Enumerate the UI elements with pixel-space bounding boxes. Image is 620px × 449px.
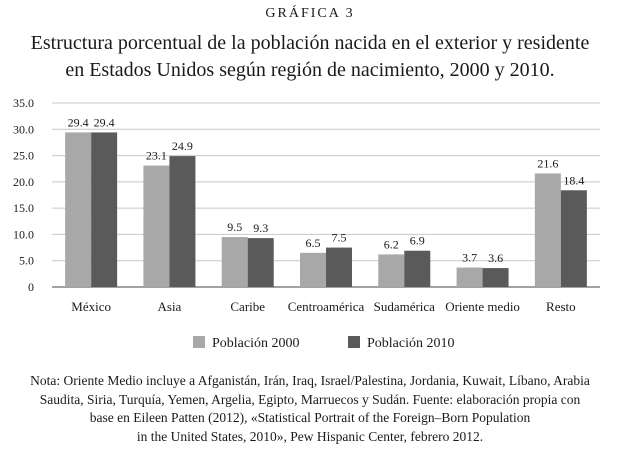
note-line-4: in the United States, 2010», Pew Hispani… xyxy=(136,428,484,444)
chart-title: Estructura porcentual de la población na… xyxy=(0,30,620,84)
bar xyxy=(91,132,118,287)
bar xyxy=(247,238,274,287)
data-label: 7.5 xyxy=(332,231,347,245)
y-tick-label: 20.0 xyxy=(13,175,34,189)
data-label: 3.6 xyxy=(488,251,503,265)
bar xyxy=(221,237,248,287)
x-tick-label: Oriente medio xyxy=(445,299,520,314)
data-label: 29.4 xyxy=(94,115,115,129)
bar xyxy=(378,254,405,287)
bar xyxy=(169,156,196,287)
data-label: 24.9 xyxy=(172,139,193,153)
y-tick-label: 5.0 xyxy=(19,254,34,268)
legend-label: Población 2010 xyxy=(367,336,455,351)
y-tick-label: 35.0 xyxy=(13,96,34,110)
bar xyxy=(560,190,587,287)
chart-note: Nota: Oriente Medio incluye a Afganistán… xyxy=(0,372,620,446)
bar xyxy=(300,252,326,287)
note-line-3: base en Eileen Patten (2012), «Statistic… xyxy=(89,410,531,425)
bar xyxy=(534,173,561,287)
data-label: 9.3 xyxy=(253,221,268,235)
bar xyxy=(326,247,352,287)
data-label: 18.4 xyxy=(563,173,584,187)
data-label: 6.9 xyxy=(410,234,425,248)
x-tick-label: Caribe xyxy=(230,299,265,314)
figure-label: GRÁFICA 3 xyxy=(265,6,355,21)
x-tick-label: Centroamérica xyxy=(288,299,365,314)
data-label: 6.5 xyxy=(306,236,321,250)
bar xyxy=(143,165,170,287)
data-label: 29.4 xyxy=(68,115,89,129)
x-tick-label: Sudamérica xyxy=(374,299,436,314)
x-tick-label: Asia xyxy=(158,299,182,314)
x-tick-label: México xyxy=(71,299,111,314)
data-label: 3.7 xyxy=(462,251,477,265)
y-tick-label: 25.0 xyxy=(13,149,34,163)
note-line-2: Saudita, Siria, Turquía, Yemen, Argelia,… xyxy=(39,391,581,407)
x-tick-label: Resto xyxy=(546,299,576,314)
bar xyxy=(65,132,92,287)
bar xyxy=(404,250,431,287)
chart-title-line-1: Estructura porcentual de la población na… xyxy=(30,32,590,54)
legend-label: Población 2000 xyxy=(212,336,300,351)
data-label: 21.6 xyxy=(537,156,558,170)
legend-swatch xyxy=(193,336,205,348)
y-tick-label: 10.0 xyxy=(13,227,34,241)
bar-chart: 35.0 30.0 25.0 20.0 15.0 10.0 5.0 0 29.4 29.4 Méxi… xyxy=(13,96,600,351)
legend-swatch xyxy=(348,336,360,348)
y-tick-label: 15.0 xyxy=(13,201,34,215)
data-label: 23.1 xyxy=(146,149,167,163)
bar xyxy=(456,267,483,287)
data-label: 6.2 xyxy=(384,237,399,251)
note-line-1: Nota: Oriente Medio incluye a Afganistán… xyxy=(30,373,590,388)
y-tick-label: 30.0 xyxy=(13,122,34,136)
chart-title-line-2: en Estados Unidos según región de nacimi… xyxy=(65,59,555,81)
y-tick-label: 0 xyxy=(28,280,34,294)
bar xyxy=(482,268,509,287)
data-label: 9.5 xyxy=(227,220,242,234)
